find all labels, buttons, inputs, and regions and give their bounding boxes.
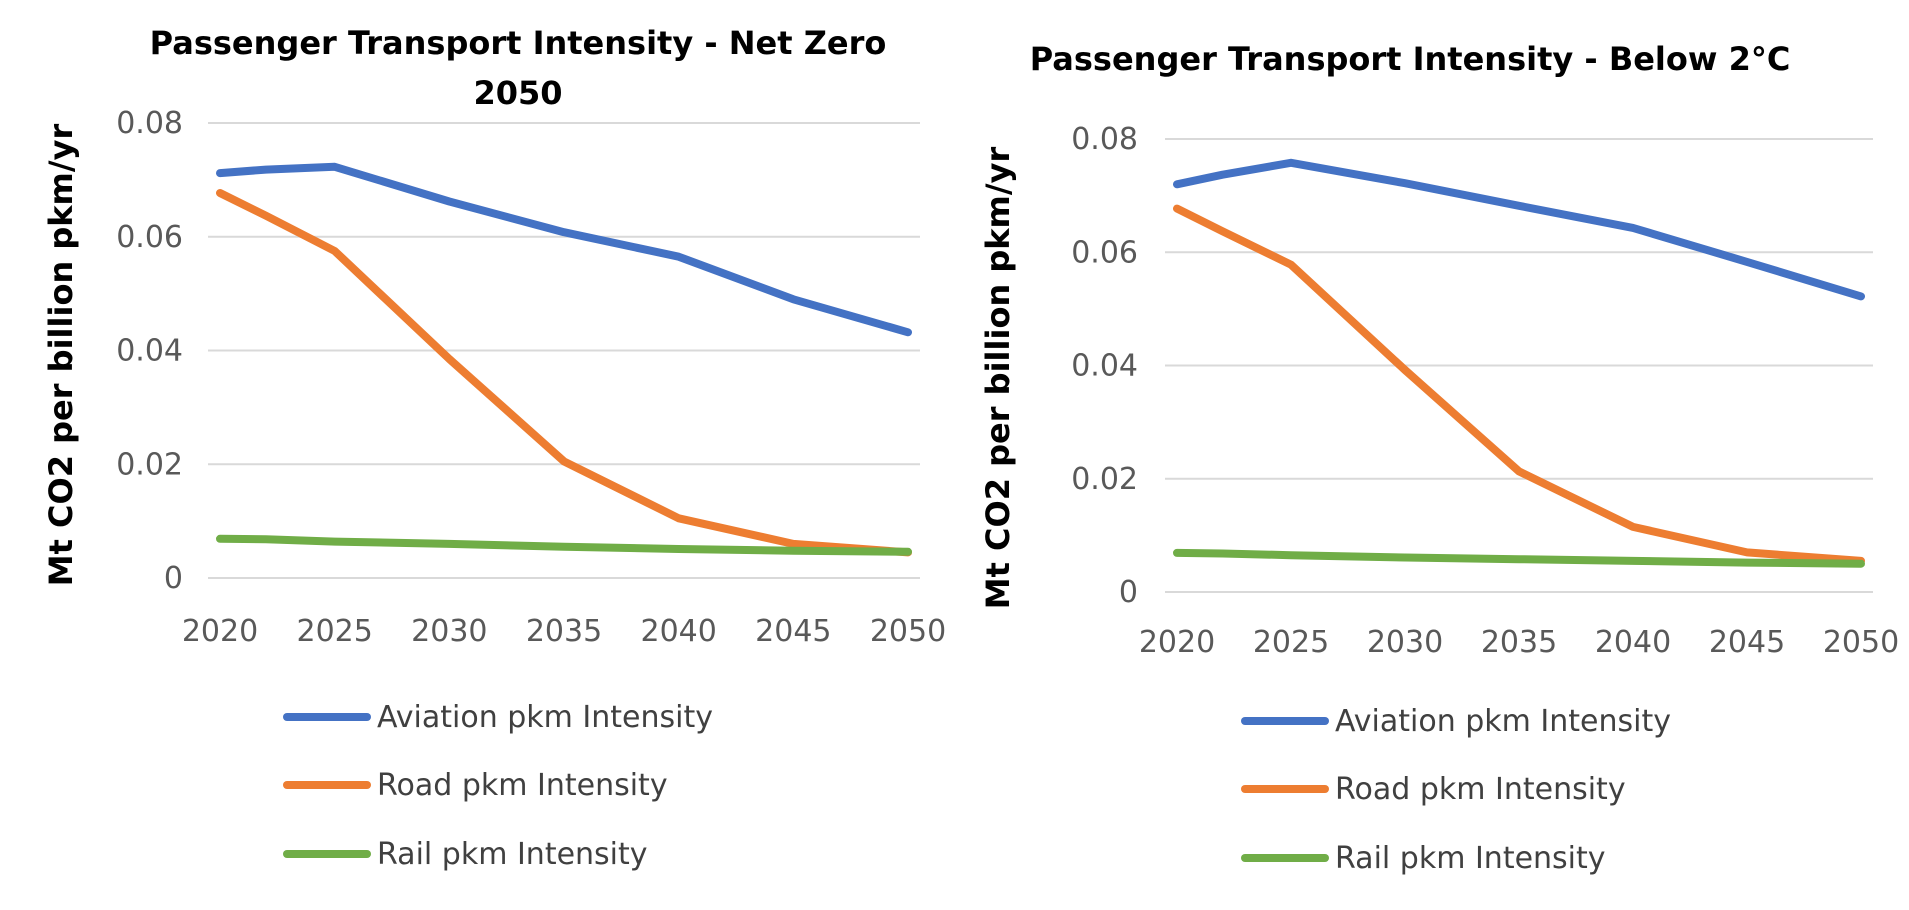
legend-label-aviation: Aviation pkm Intensity [1335, 704, 1671, 739]
series-line-road [1173, 204, 1865, 565]
y-tick-label: 0.02 [1071, 462, 1138, 497]
x-tick-label: 2035 [1481, 625, 1557, 660]
y-tick-label: 0.06 [116, 220, 183, 255]
series-line-aviation [216, 162, 912, 337]
chart-title-line: 2050 [473, 74, 562, 112]
x-tick-label: 2040 [1595, 625, 1671, 660]
x-tick-label: 2030 [411, 614, 487, 649]
y-axis-label: Mt CO2 per billion pkm/yr [979, 147, 1017, 610]
chart-title-line: Passenger Transport Intensity - Net Zero [150, 24, 887, 62]
x-tick-label: 2030 [1367, 625, 1443, 660]
legend-label-rail: Rail pkm Intensity [1335, 841, 1606, 876]
x-tick-label: 2045 [755, 614, 831, 649]
y-tick-label: 0.04 [116, 334, 183, 369]
chart-title-line: Passenger Transport Intensity - Below 2°… [1030, 40, 1791, 78]
x-tick-label: 2035 [526, 614, 602, 649]
x-tick-label: 2025 [296, 614, 372, 649]
chart-below-2c: Passenger Transport Intensity - Below 2°… [955, 0, 1909, 910]
chart-net-zero-svg: Passenger Transport Intensity - Net Zero… [42, 24, 946, 872]
chart-below-2c-svg: Passenger Transport Intensity - Below 2°… [979, 40, 1899, 876]
series-line-aviation [1173, 158, 1865, 301]
x-tick-label: 2050 [1823, 625, 1899, 660]
y-tick-label: 0.08 [1071, 122, 1138, 157]
legend-label-aviation: Aviation pkm Intensity [377, 700, 713, 735]
x-tick-label: 2050 [870, 614, 946, 649]
y-tick-label: 0 [164, 561, 183, 596]
x-tick-label: 2020 [182, 614, 258, 649]
legend-label-road: Road pkm Intensity [377, 768, 668, 803]
x-tick-label: 2040 [640, 614, 716, 649]
series-line-rail [216, 534, 912, 556]
y-tick-label: 0.02 [116, 447, 183, 482]
x-tick-label: 2025 [1253, 625, 1329, 660]
series-line-rail [1173, 548, 1865, 568]
y-tick-label: 0.06 [1071, 235, 1138, 270]
y-tick-label: 0.08 [116, 106, 183, 141]
x-tick-label: 2020 [1139, 625, 1215, 660]
chart-net-zero-2050: Passenger Transport Intensity - Net Zero… [42, 24, 946, 872]
legend-label-rail: Rail pkm Intensity [377, 837, 648, 872]
y-tick-label: 0.04 [1071, 349, 1138, 384]
y-axis-label: Mt CO2 per billion pkm/yr [42, 124, 80, 587]
x-tick-label: 2045 [1709, 625, 1785, 660]
legend-label-road: Road pkm Intensity [1335, 772, 1626, 807]
series-line-road [216, 189, 912, 557]
y-tick-label: 0 [1119, 575, 1138, 610]
